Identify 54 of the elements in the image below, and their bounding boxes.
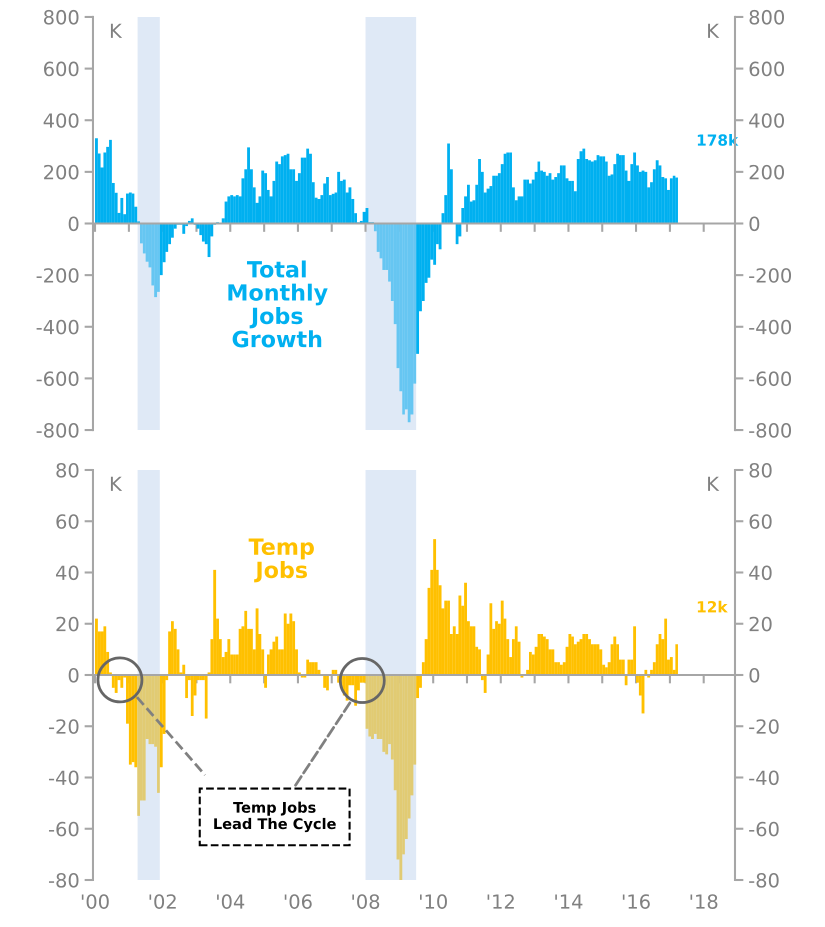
y-tick-label: -600 [36, 371, 78, 386]
y2-tick-label: 80 [750, 462, 772, 478]
y-tick-label: 800 [44, 10, 78, 25]
y-axis-title: K [110, 24, 122, 38]
y2-tick-label: 600 [750, 62, 784, 76]
y2-tick-label: -200 [749, 268, 792, 283]
y-axis-title: K [110, 476, 122, 491]
x-tick-label: '00 [82, 894, 109, 909]
y-tick-label: -800 [36, 422, 78, 438]
y-tick-label: 400 [44, 113, 78, 128]
y2-tick-label: -800 [749, 422, 792, 438]
x-tick-label: '14 [555, 894, 582, 909]
y2-axis-title: K [708, 24, 720, 38]
y-tick-label: 0 [68, 668, 78, 683]
y2-tick-label: -600 [749, 371, 792, 386]
y2-tick-label: 200 [750, 164, 784, 180]
x-tick-label: '08 [352, 894, 380, 909]
x-tick-label: '16 [622, 894, 650, 909]
y-tick-label: -20 [48, 719, 78, 734]
y2-tick-label: -40 [749, 770, 779, 786]
y2-tick-label: 60 [750, 514, 772, 529]
y-tick-label: 200 [44, 164, 78, 180]
y2-tick-label: 20 [750, 616, 772, 632]
y2-tick-label: 0 [749, 216, 760, 232]
text: Temp Jobs [248, 538, 314, 582]
x-tick-label: '12 [488, 894, 514, 909]
y-tick-label: -40 [48, 770, 78, 786]
y-tick-label: -80 [48, 872, 78, 888]
y-tick-label: -200 [36, 268, 78, 283]
y-tick-label: 60 [56, 514, 78, 529]
y-tick-label: 0 [68, 216, 78, 232]
y2-tick-label: 800 [750, 10, 784, 25]
text: Total Monthly Jobs Growth [228, 260, 328, 348]
y2-tick-label: -400 [749, 320, 792, 334]
y2-tick-label: -60 [749, 822, 779, 836]
x-tick-label: '18 [690, 894, 718, 909]
x-tick-label: '02 [150, 894, 176, 909]
y2-tick-label: 0 [749, 668, 760, 683]
y2-tick-label: -20 [749, 719, 779, 734]
y-tick-label: 80 [56, 462, 78, 478]
y-tick-label: 20 [56, 616, 78, 632]
y-tick-label: 600 [44, 62, 78, 76]
y-tick-label: -60 [48, 822, 78, 836]
y2-tick-label: 40 [749, 565, 772, 580]
y2-tick-label: 400 [749, 113, 784, 128]
annotation: 12k [698, 600, 728, 612]
annotation: Temp Jobs Lead The Cycle [214, 802, 336, 832]
x-tick-label: '10 [420, 894, 447, 909]
y2-axis-title: K [708, 476, 720, 491]
y-tick-label: -400 [36, 320, 78, 334]
x-tick-label: '06 [284, 894, 312, 909]
x-tick-label: '04 [217, 894, 244, 909]
y-tick-label: 40 [56, 565, 78, 580]
y2-tick-label: -80 [749, 872, 779, 888]
